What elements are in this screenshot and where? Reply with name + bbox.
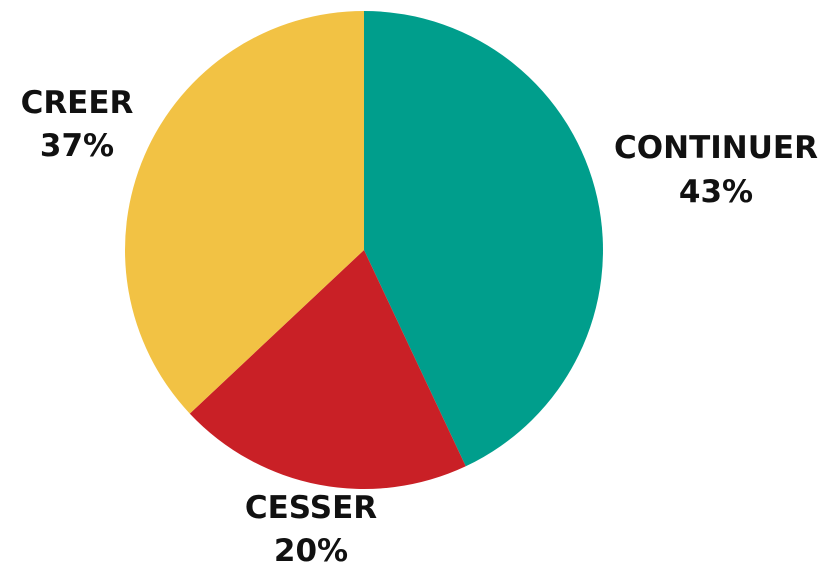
pie-slices bbox=[125, 11, 603, 489]
label-cesser-name: CESSER bbox=[245, 490, 377, 526]
label-creer-value: 37% bbox=[40, 128, 114, 164]
label-continuer-name: CONTINUER bbox=[614, 130, 818, 166]
label-cesser-value: 20% bbox=[274, 533, 348, 567]
pie-slice-creer bbox=[125, 11, 364, 414]
pie-slice-cesser bbox=[189, 250, 466, 489]
pie-slice-continuer bbox=[364, 11, 603, 467]
label-continuer-value: 43% bbox=[679, 174, 753, 210]
label-creer-name: CREER bbox=[21, 85, 134, 121]
pie-labels: CONTINUER 43% CESSER 20% CREER 37% bbox=[21, 85, 818, 567]
